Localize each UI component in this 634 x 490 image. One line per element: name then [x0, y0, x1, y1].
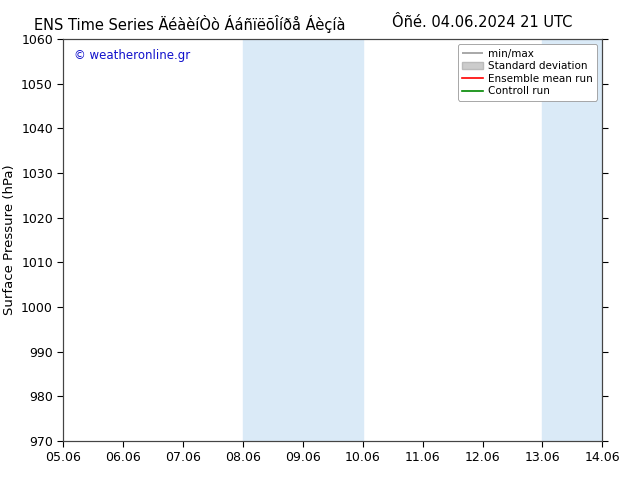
Bar — [243, 39, 363, 441]
Text: Ôñé. 04.06.2024 21 UTC: Ôñé. 04.06.2024 21 UTC — [392, 15, 572, 30]
Legend: min/max, Standard deviation, Ensemble mean run, Controll run: min/max, Standard deviation, Ensemble me… — [458, 45, 597, 100]
Text: ENS Time Series ÄéàèíÒò ÁáñïëõÎíðå Áèçíà: ENS Time Series ÄéàèíÒò ÁáñïëõÎíðå Áèçíà — [34, 15, 346, 33]
Text: © weatheronline.gr: © weatheronline.gr — [74, 49, 190, 62]
Bar — [543, 39, 602, 441]
Y-axis label: Surface Pressure (hPa): Surface Pressure (hPa) — [3, 165, 16, 316]
